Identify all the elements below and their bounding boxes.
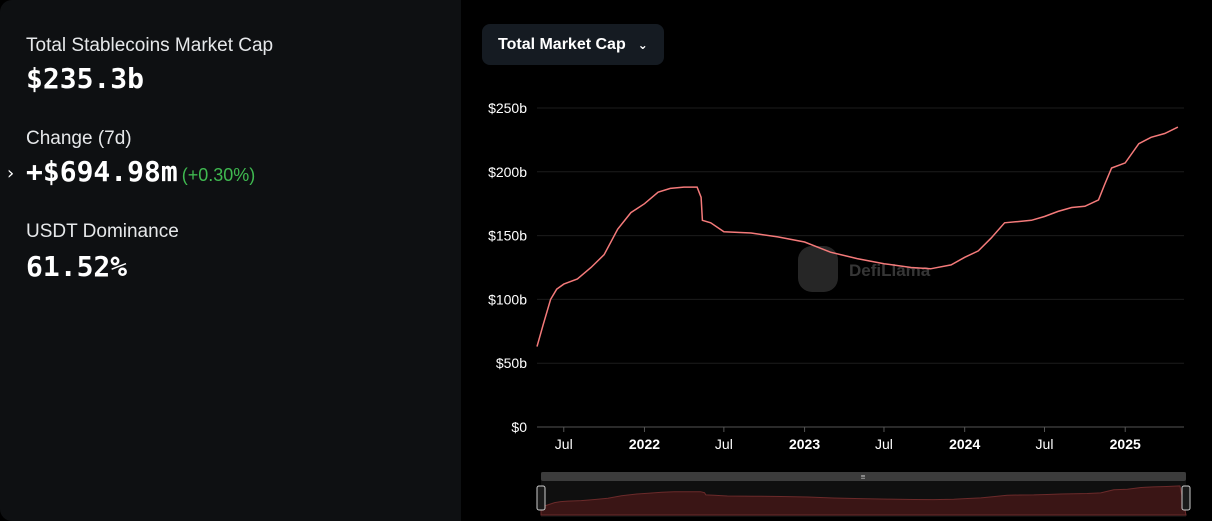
- watermark: DefiLlama: [798, 246, 931, 292]
- y-tick-label: $0: [511, 419, 527, 435]
- change-value-row: +$694.98m (+0.30%): [26, 155, 255, 188]
- defillama-logo-icon: [798, 246, 838, 292]
- slider-right-handle[interactable]: [1181, 485, 1191, 511]
- y-tick-label: $100b: [488, 291, 527, 307]
- change-percent: (+0.30%): [181, 165, 256, 185]
- y-tick-label: $200b: [488, 164, 527, 180]
- x-tick-label: Jul: [555, 436, 573, 452]
- x-tick-label: Jul: [715, 436, 733, 452]
- x-axis: Jul 2022 Jul 2023 Jul 2024 Jul 2025: [537, 426, 1184, 452]
- dominance-value: 61.52%: [26, 250, 128, 283]
- change-label: Change (7d): [26, 128, 132, 149]
- y-tick-label: $250b: [488, 100, 527, 116]
- x-tick-label: Jul: [875, 436, 893, 452]
- y-tick-label: $150b: [488, 228, 527, 244]
- metric-dropdown[interactable]: Total Market Cap ⌄: [482, 24, 664, 65]
- stats-panel: Total Stablecoins Market Cap $235.3b Cha…: [0, 0, 461, 521]
- chart-area: [461, 0, 1212, 521]
- slider-left-handle[interactable]: [536, 485, 546, 511]
- chevron-down-icon: ⌄: [637, 37, 648, 52]
- watermark-text: DefiLlama: [849, 261, 931, 280]
- slider-grip-icon[interactable]: ≡: [861, 473, 866, 482]
- market-cap-value: $235.3b: [26, 62, 145, 95]
- x-tick-label: Jul: [1036, 436, 1054, 452]
- y-tick-label: $50b: [496, 355, 527, 371]
- range-slider[interactable]: ≡: [536, 472, 1191, 517]
- x-tick-label: 2024: [949, 436, 980, 452]
- x-tick-label: 2023: [789, 436, 820, 452]
- slider-preview-area: [540, 485, 1187, 516]
- x-tick-label: 2025: [1110, 436, 1141, 452]
- x-tick-label: 2022: [629, 436, 660, 452]
- chevron-right-icon[interactable]: ›: [7, 163, 15, 184]
- dominance-label: USDT Dominance: [26, 221, 179, 242]
- metric-dropdown-label: Total Market Cap: [498, 35, 626, 53]
- series-line: [536, 126, 1179, 347]
- grid-lines: [537, 107, 1184, 364]
- y-axis: $0 $50b $100b $150b $200b $250b: [488, 100, 527, 435]
- change-value: +$694.98m: [26, 155, 178, 188]
- market-cap-label: Total Stablecoins Market Cap: [26, 35, 274, 56]
- slider-bar[interactable]: [541, 472, 1186, 481]
